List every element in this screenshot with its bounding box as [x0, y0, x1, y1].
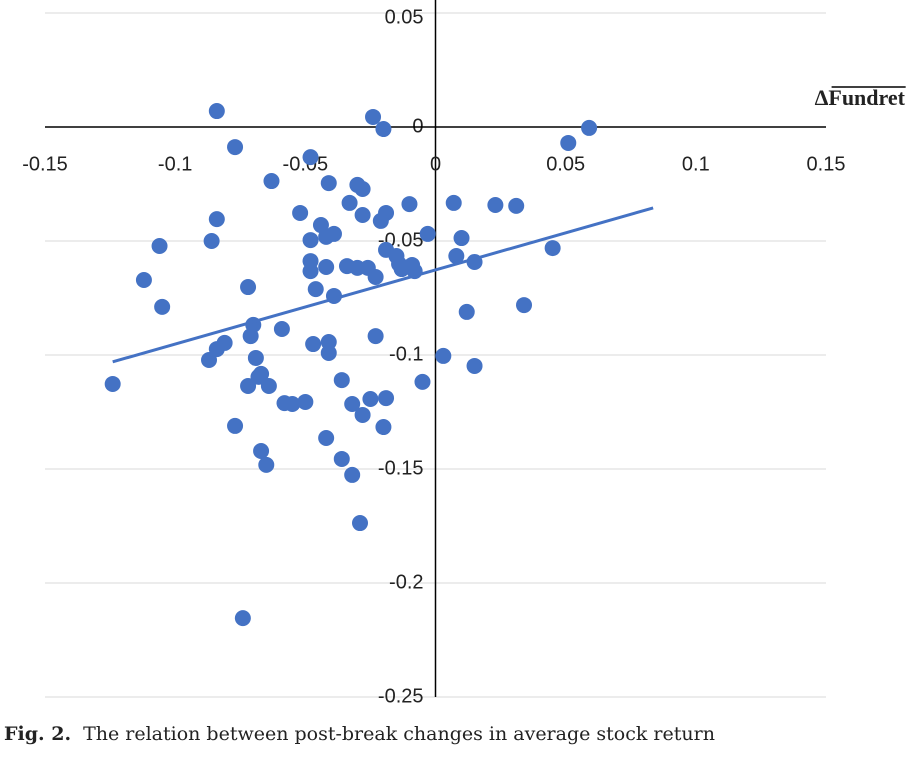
point — [104, 375, 121, 392]
point — [227, 139, 244, 156]
x-tick-label: 0.15 — [807, 153, 846, 175]
point — [354, 406, 371, 423]
x-axis-title: ΔFundret — [815, 85, 906, 110]
point — [448, 248, 465, 265]
x-tick-label: 0.05 — [546, 153, 585, 175]
point — [253, 442, 270, 459]
point — [240, 378, 257, 395]
point — [320, 344, 337, 361]
y-tick-label: 0.05 — [385, 6, 424, 28]
point — [302, 149, 319, 166]
point — [458, 303, 475, 320]
point — [344, 466, 361, 483]
point — [135, 271, 152, 288]
point — [201, 352, 218, 369]
y-tick-label: -0.15 — [378, 457, 424, 479]
point — [508, 197, 525, 214]
point — [247, 349, 264, 366]
x-tick-label: 0.1 — [682, 153, 710, 175]
point — [362, 391, 379, 408]
point — [367, 269, 384, 286]
point — [240, 279, 257, 296]
caption: The relation between post-break changes … — [83, 723, 715, 745]
x-tick-label: 0 — [430, 153, 441, 175]
trendline — [112, 206, 654, 364]
point — [297, 393, 314, 410]
point — [154, 298, 171, 315]
point — [307, 281, 324, 298]
point — [487, 196, 504, 213]
point — [419, 225, 436, 242]
point — [516, 297, 533, 314]
point — [151, 238, 168, 255]
point — [208, 211, 225, 228]
point — [414, 373, 431, 390]
point — [203, 233, 220, 249]
point — [401, 196, 418, 213]
point — [302, 263, 319, 280]
point — [344, 396, 361, 413]
point — [318, 228, 335, 245]
caption-label: Fig. 2. — [4, 723, 71, 745]
point — [208, 103, 225, 120]
point — [341, 194, 358, 211]
point — [318, 258, 335, 275]
point — [560, 134, 577, 151]
point — [393, 261, 410, 278]
point — [544, 240, 561, 257]
point — [367, 328, 384, 345]
point — [453, 230, 470, 247]
caption-line: Fig. 2. The relation between post-break c… — [4, 723, 715, 745]
point — [354, 181, 371, 198]
point — [333, 372, 350, 389]
x-tick-label: -0.1 — [158, 153, 192, 175]
point — [352, 515, 369, 532]
point — [354, 207, 371, 224]
point — [258, 456, 275, 473]
point — [375, 121, 392, 138]
point — [284, 396, 301, 413]
point — [320, 334, 337, 351]
point — [318, 429, 335, 446]
x-tick-label: -0.15 — [22, 153, 68, 175]
point — [378, 390, 395, 407]
point — [333, 450, 350, 467]
y-tick-label: -0.2 — [389, 571, 423, 593]
point — [435, 347, 452, 364]
point — [581, 119, 598, 136]
point — [227, 417, 244, 434]
point — [292, 204, 309, 221]
point — [466, 357, 483, 374]
point — [250, 368, 267, 385]
point — [234, 610, 251, 627]
point — [302, 232, 319, 249]
point — [263, 173, 280, 190]
y-tick-label: -0.1 — [389, 343, 423, 365]
point — [305, 336, 322, 353]
point — [260, 378, 277, 395]
point — [242, 328, 259, 345]
point — [365, 108, 382, 125]
point — [320, 175, 337, 192]
y-tick-label: -0.25 — [378, 685, 424, 707]
point — [372, 212, 389, 229]
point — [273, 321, 290, 338]
point — [375, 419, 392, 436]
point — [445, 194, 462, 211]
